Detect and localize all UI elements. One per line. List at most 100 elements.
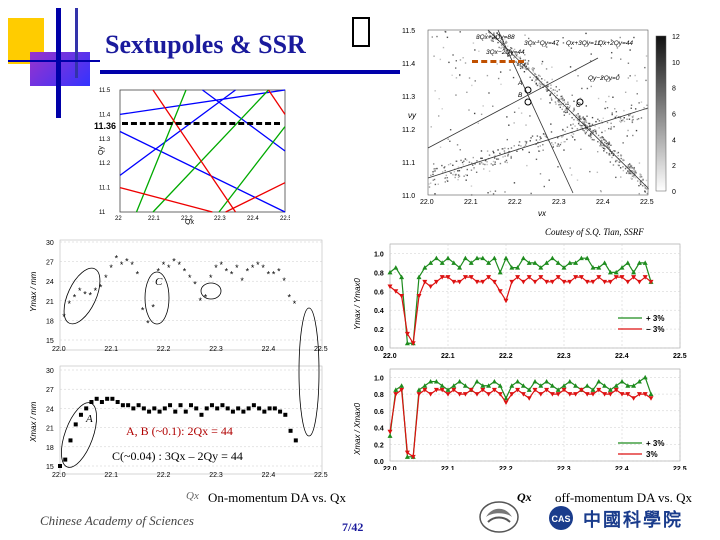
- series-marker: [404, 450, 410, 456]
- series-marker: [544, 379, 550, 384]
- fmap-point: [627, 129, 629, 132]
- data-point: [199, 412, 204, 417]
- fmap-point: [564, 140, 566, 143]
- fmap-point: [608, 95, 610, 98]
- series-marker: [526, 275, 532, 280]
- fmap-point: [487, 192, 489, 194]
- fmap-point: [488, 92, 490, 94]
- fmap-point: [572, 123, 574, 125]
- fmap-point: [501, 36, 503, 38]
- fmap-point: [502, 156, 504, 158]
- fmap-point: [579, 115, 581, 117]
- series-marker: [445, 392, 451, 397]
- fmap-point: [507, 55, 509, 57]
- fmap-resonance-label: C: [576, 102, 581, 109]
- fmap-point: [472, 42, 475, 44]
- data-point: *: [288, 293, 292, 303]
- fmap-point: [446, 177, 449, 179]
- fmap-point: [581, 117, 584, 119]
- fmap-point: [557, 100, 559, 103]
- fmap-point: [609, 154, 611, 156]
- fmap-point: [597, 118, 599, 121]
- fmap-point: [466, 159, 468, 161]
- series-marker: [573, 383, 579, 388]
- y-tick: 0.0: [374, 459, 384, 466]
- series-marker: [457, 392, 463, 397]
- series-marker: [491, 279, 497, 285]
- fmap-point: [560, 95, 562, 98]
- fmap-point: [478, 50, 480, 52]
- fmap-point: [434, 168, 436, 170]
- fmap-resonance-label: A: [517, 80, 522, 87]
- series-marker: [468, 260, 474, 265]
- fmap-point: [493, 36, 496, 39]
- fmap-point: [577, 113, 579, 115]
- fmap-point: [509, 49, 511, 51]
- fmap-point: [632, 118, 634, 121]
- fmap-point: [498, 46, 500, 49]
- fmap-point: [632, 134, 634, 137]
- fmap-point: [455, 173, 457, 176]
- fmap-point: [529, 76, 531, 79]
- fmap-point: [631, 167, 633, 169]
- fmap-point: [640, 101, 643, 103]
- fmap-point: [456, 144, 459, 146]
- fmap-point: [568, 113, 571, 115]
- fmap-point: [504, 191, 506, 193]
- fmap-point: [602, 137, 604, 139]
- y-tick: 0.0: [374, 346, 384, 353]
- fmap-point: [567, 101, 569, 103]
- fmap-point: [524, 67, 526, 69]
- fmap-point: [545, 135, 547, 138]
- fmap-point: [536, 135, 539, 137]
- series-marker: [393, 387, 399, 392]
- fmap-point: [459, 59, 462, 61]
- fmap-point: [519, 67, 522, 70]
- fmap-point: [610, 144, 612, 146]
- fmap-point: [449, 163, 452, 165]
- fmap-point: [506, 45, 509, 47]
- fmap-point: [545, 68, 548, 70]
- series-marker: [515, 379, 521, 384]
- series-marker: [578, 275, 584, 280]
- fmap-point: [454, 176, 456, 179]
- fmap-point: [527, 63, 529, 65]
- fmap-point: [539, 139, 541, 141]
- series-marker: [433, 379, 439, 384]
- fmap-point: [444, 177, 447, 179]
- series-marker: [596, 387, 602, 393]
- fmap-point: [573, 107, 575, 109]
- fmap-point: [480, 161, 483, 164]
- series-marker: [474, 392, 480, 397]
- fmap-point: [503, 46, 506, 48]
- resonance-line-1-2: [218, 126, 286, 213]
- series-marker: [416, 274, 422, 280]
- fmap-point: [597, 140, 599, 143]
- fmap-point: [630, 107, 632, 109]
- fmap-point: [523, 71, 526, 73]
- fmap-point: [572, 133, 575, 135]
- fmap-point: [551, 78, 553, 81]
- fmap-point: [539, 173, 542, 175]
- fmap-point: [501, 148, 504, 150]
- plot-y-ylabel: Ymax / mm: [30, 271, 38, 312]
- fmap-point: [480, 157, 482, 159]
- fmap-point: [538, 82, 541, 84]
- fmap-point: [565, 111, 567, 114]
- fmap-point: [613, 150, 615, 152]
- fmap-point: [581, 87, 583, 90]
- data-point: *: [157, 266, 161, 276]
- x-tick: 22.2: [157, 346, 171, 353]
- series-marker: [509, 383, 515, 388]
- fmap-point: [432, 173, 434, 176]
- fmap-point: [472, 156, 474, 159]
- fmap-point: [432, 171, 434, 173]
- fmap-point: [517, 63, 519, 65]
- fmap-point: [629, 167, 631, 169]
- resonance-line-2-0: [152, 89, 237, 213]
- fmap-point: [562, 99, 564, 102]
- fmap-point: [552, 89, 555, 91]
- fmap-point: [632, 116, 634, 119]
- fmap-point: [594, 129, 596, 131]
- y-tick: 1.0: [374, 375, 384, 382]
